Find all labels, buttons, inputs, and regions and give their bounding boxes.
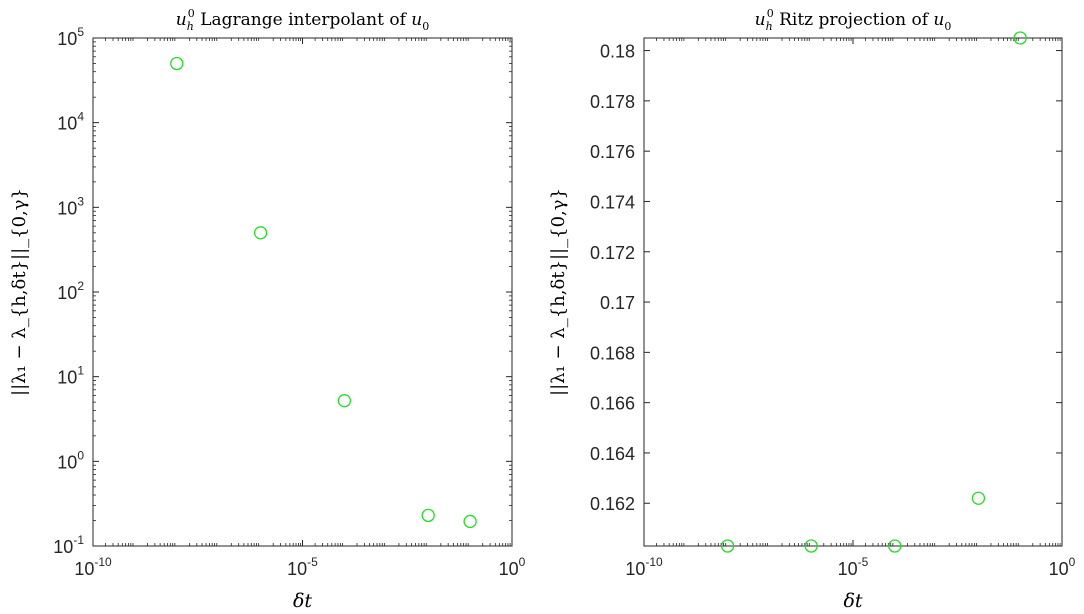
y-tick-label: 0.178 <box>590 92 635 112</box>
data-point <box>804 539 818 553</box>
y-axis-label: ||λ₁ − λ_{h,δt}||_{0,γ} <box>548 188 569 396</box>
y-tick-label: 10-1 <box>53 533 84 557</box>
x-tick-label: 100 <box>1049 555 1076 579</box>
chart-1: 10-10 10-5 100 10-1 100 101 102 103 104 105 uh0 La… <box>9 7 526 612</box>
x-axis-label: δt <box>843 590 862 612</box>
data-point <box>253 226 268 240</box>
y-tick-label: 0.164 <box>590 444 635 464</box>
y-tick-label: 105 <box>57 25 84 49</box>
y-axis-label: ||λ₁ − λ_{h,δt}||_{0,γ} <box>9 188 30 396</box>
x-tick-label: 100 <box>499 555 526 579</box>
plot-frame <box>92 37 513 547</box>
data-point <box>971 491 986 505</box>
x-axis-label: δt <box>293 590 312 612</box>
chart-title: uh0 Lagrange interpolant of u0 <box>176 7 429 33</box>
y-tick-label: 0.168 <box>590 343 635 363</box>
y-tick-label: 0.166 <box>590 394 635 414</box>
y-tick-label: 104 <box>57 110 84 134</box>
data-point <box>1013 31 1027 45</box>
y-tick-label: 102 <box>57 279 84 303</box>
x-tick-label: 10-5 <box>287 555 318 579</box>
data-point <box>170 56 184 71</box>
x-tick-label: 10-10 <box>625 555 663 579</box>
y-tick-label: 100 <box>57 448 84 472</box>
y-tick-label: 0.18 <box>600 42 635 62</box>
y-tick-label: 0.162 <box>590 494 635 514</box>
y-tick-label: 0.176 <box>590 142 635 162</box>
data-point <box>463 514 477 529</box>
plot-frame <box>643 37 1063 547</box>
data-point <box>720 539 735 553</box>
chart-2: 10-10 10-5 100 0.162 0.164 0.166 0.168 0.17 0.17… <box>548 7 1076 612</box>
data-point <box>888 539 902 553</box>
data-point <box>421 508 435 523</box>
y-tick-label: 103 <box>57 194 84 218</box>
chart-title: uh0 Ritz projection of u0 <box>755 7 952 33</box>
y-tick-label: 0.17 <box>600 293 635 313</box>
y-tick-label: 101 <box>57 364 84 388</box>
data-point <box>337 394 352 408</box>
y-tick-label: 0.172 <box>590 243 635 263</box>
x-tick-label: 10-10 <box>74 555 112 579</box>
x-tick-label: 10-5 <box>838 555 869 579</box>
y-tick-label: 0.174 <box>590 192 635 212</box>
